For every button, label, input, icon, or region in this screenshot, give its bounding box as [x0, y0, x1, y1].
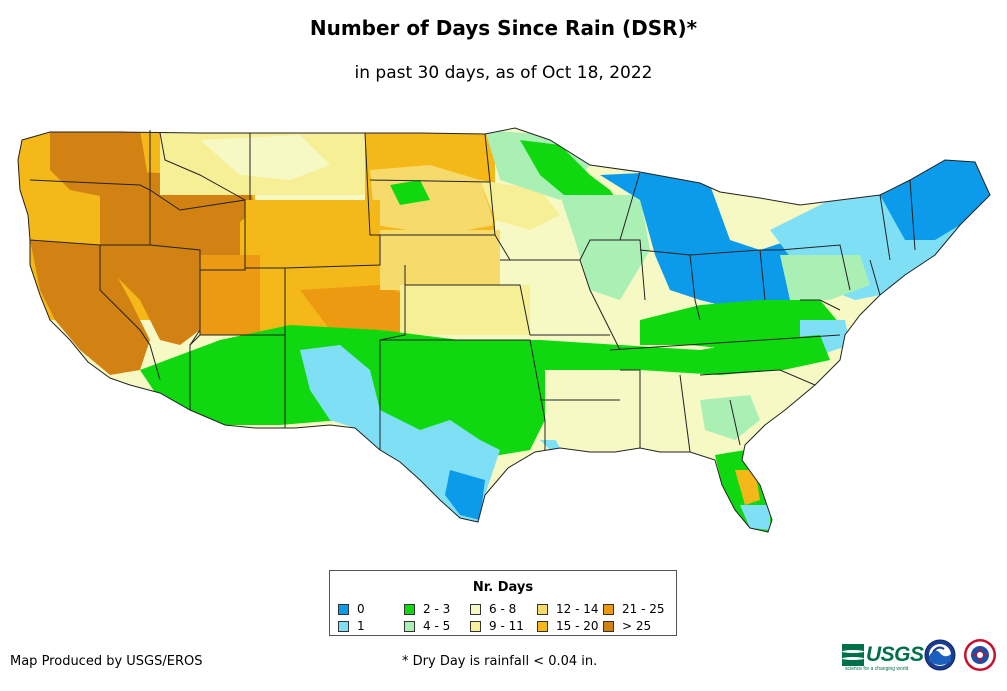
legend-item-8: 21 - 25 — [603, 602, 665, 616]
dsr-regions — [18, 128, 990, 532]
legend-swatch — [404, 620, 415, 632]
legend-title: Nr. Days — [472, 580, 534, 595]
legend-label: > 25 — [622, 619, 652, 633]
legend-label: 15 - 20 — [556, 619, 599, 633]
legend-item-1: 1 — [338, 619, 365, 633]
legend-label: 6 - 8 — [489, 602, 517, 616]
legend-item-4: 6 - 8 — [470, 602, 516, 616]
legend-swatch — [338, 603, 349, 615]
legend-item-2: 2 - 3 — [404, 602, 450, 616]
dsr-map — [17, 127, 991, 533]
legend-swatch — [603, 603, 614, 615]
producer-credit: Map Produced by USGS/EROS — [10, 654, 203, 669]
map-subtitle: in past 30 days, as of Oct 18, 2022 — [354, 63, 653, 83]
legend-swatch — [338, 620, 349, 632]
legend-item-5: 9 - 11 — [470, 619, 524, 633]
map-title: Number of Days Since Rain (DSR)* — [309, 16, 698, 40]
legend-label: 9 - 11 — [489, 619, 524, 633]
legend-label: 4 - 5 — [423, 619, 451, 633]
dry-day-footnote: * Dry Day is rainfall < 0.04 in. — [402, 654, 598, 669]
legend-item-6: 12 - 14 — [537, 602, 599, 616]
legend-label: 0 — [357, 602, 365, 616]
nws-logo-icon — [964, 639, 996, 671]
legend-item-3: 4 - 5 — [404, 619, 450, 633]
legend-swatch — [537, 603, 548, 615]
usgs-logo: USGS — [842, 643, 924, 667]
usgs-logo-text: USGS — [866, 643, 924, 666]
legend-swatch — [603, 620, 614, 632]
legend-swatch — [470, 620, 481, 632]
legend-swatch — [404, 603, 415, 615]
usgs-wave-icon — [842, 644, 864, 666]
legend-item-0: 0 — [338, 602, 365, 616]
noaa-logo-icon — [924, 639, 956, 671]
usgs-tagline: science for a changing world — [845, 666, 909, 672]
state-borders — [17, 127, 991, 533]
legend-label: 12 - 14 — [556, 602, 599, 616]
legend-swatch — [470, 603, 481, 615]
legend-label: 2 - 3 — [423, 602, 451, 616]
legend-item-9: > 25 — [603, 619, 651, 633]
legend-label: 21 - 25 — [622, 602, 665, 616]
legend: Nr. Days 0 1 2 - 3 4 - 5 6 - 8 9 - 11 12… — [329, 570, 677, 636]
legend-swatch — [537, 620, 548, 632]
legend-label: 1 — [357, 619, 365, 633]
legend-item-7: 15 - 20 — [537, 619, 599, 633]
